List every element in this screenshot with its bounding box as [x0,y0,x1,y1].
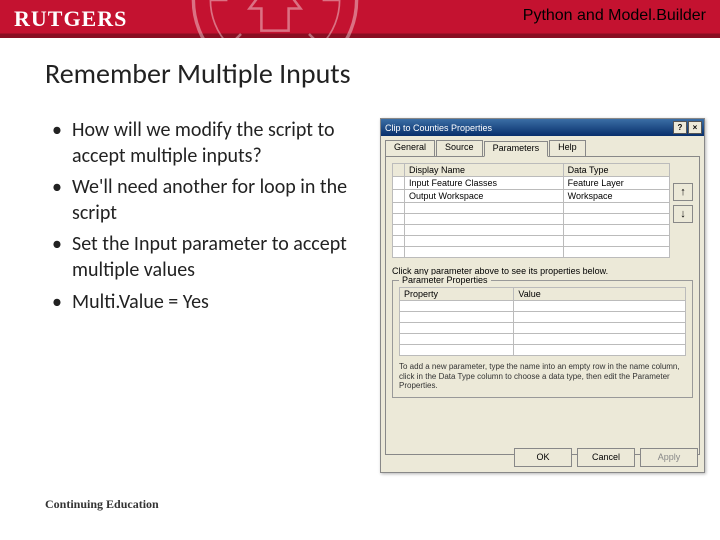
close-button[interactable]: × [688,121,702,134]
dialog-title: Clip to Counties Properties [385,123,492,133]
dialog-titlebar[interactable]: Clip to Counties Properties ? × [381,119,704,136]
bullet-item: How will we modify the script to accept … [50,118,355,169]
param-type[interactable]: Workspace [563,190,669,203]
properties-dialog: Clip to Counties Properties ? × General … [380,118,705,473]
col-property: Property [400,288,514,301]
footer-text: Continuing Education [45,497,159,512]
group-legend: Parameter Properties [399,275,491,285]
apply-button[interactable]: Apply [640,448,698,467]
move-up-button[interactable]: ↑ [673,183,693,201]
col-data-type: Data Type [563,164,669,177]
tab-general[interactable]: General [385,140,435,156]
move-down-button[interactable]: ↓ [673,205,693,223]
col-value: Value [514,288,686,301]
properties-table[interactable]: Property Value [399,287,686,356]
ok-button[interactable]: OK [514,448,572,467]
tab-parameters[interactable]: Parameters [484,141,549,157]
prop-blank[interactable] [400,323,514,334]
bullet-item: Multi.Value = Yes [50,290,355,316]
param-blank[interactable] [405,247,564,258]
properties-hint: To add a new parameter, type the name in… [399,362,686,391]
param-name[interactable]: Output Workspace [405,190,564,203]
header-seal-watermark [190,0,360,50]
tab-panel: Display Name Data Type Input Feature Cla… [385,157,700,455]
slide: RUTGERS Python and Model.Builder Remembe… [0,0,720,540]
prop-blank[interactable] [400,345,514,356]
bullet-item: Set the Input parameter to accept multip… [50,232,355,283]
param-blank[interactable] [405,225,564,236]
prop-blank[interactable] [400,334,514,345]
param-type[interactable]: Feature Layer [563,177,669,190]
param-blank[interactable] [405,236,564,247]
parameter-properties-group: Parameter Properties Property Value To a… [392,280,693,398]
tab-source[interactable]: Source [436,140,483,156]
param-blank[interactable] [405,203,564,214]
slide-title: Remember Multiple Inputs [45,56,351,91]
bullet-list: How will we modify the script to accept … [50,118,355,321]
bullet-item: We'll need another for loop in the scrip… [50,175,355,226]
help-button[interactable]: ? [673,121,687,134]
cancel-button[interactable]: Cancel [577,448,635,467]
param-blank[interactable] [405,214,564,225]
prop-blank[interactable] [400,301,514,312]
rutgers-logo: RUTGERS [14,6,127,32]
col-display-name: Display Name [405,164,564,177]
prop-blank[interactable] [400,312,514,323]
tab-help[interactable]: Help [549,140,586,156]
parameters-table[interactable]: Display Name Data Type Input Feature Cla… [392,163,670,258]
header-bar: RUTGERS Python and Model.Builder [0,0,720,38]
tab-strip: General Source Parameters Help [385,140,700,157]
param-name[interactable]: Input Feature Classes [405,177,564,190]
header-title: Python and Model.Builder [523,7,706,25]
